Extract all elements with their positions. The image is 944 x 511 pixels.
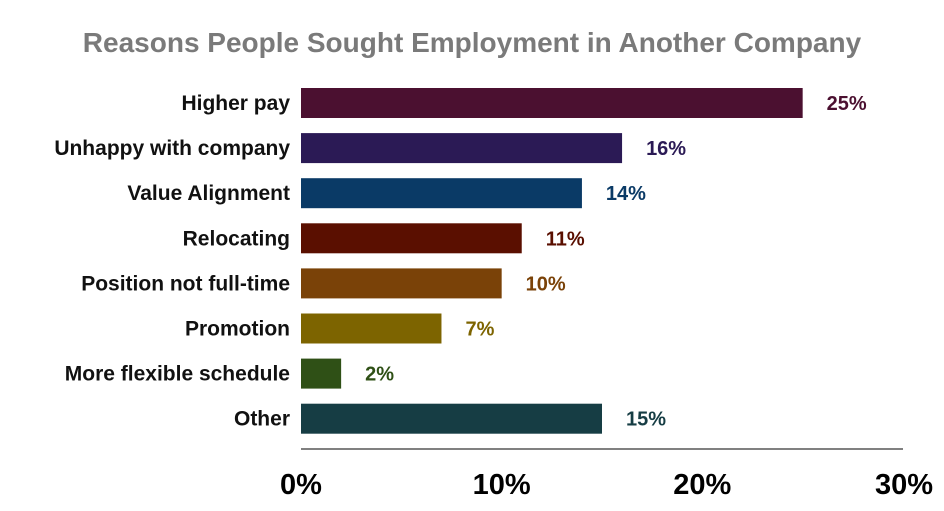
value-label-7: 15%: [626, 409, 666, 431]
bar-2: [301, 178, 582, 209]
x-tick-labels-group: 0% 10% 20% 30%: [280, 469, 933, 501]
value-label-3: 11%: [546, 228, 585, 250]
category-label-0: Higher pay: [181, 92, 290, 115]
x-tick-label-2: 20%: [673, 469, 731, 501]
category-label-2: Value Alignment: [127, 182, 290, 205]
value-label-4: 10%: [526, 273, 566, 295]
bar-6: [301, 358, 342, 389]
value-label-6: 2%: [365, 364, 394, 386]
chart-title: Reasons People Sought Employment in Anot…: [83, 27, 862, 58]
category-label-1: Unhappy with company: [54, 137, 290, 160]
category-label-3: Relocating: [183, 227, 290, 250]
category-label-5: Promotion: [185, 318, 290, 341]
bar-0: [301, 88, 803, 118]
value-label-5: 7%: [465, 319, 494, 341]
bars-group: [301, 88, 803, 434]
x-tick-label-1: 10%: [473, 469, 531, 501]
category-labels-group: Higher pay Unhappy with company Value Alig…: [54, 92, 290, 431]
category-label-4: Position not full-time: [81, 272, 290, 295]
value-label-1: 16%: [646, 138, 686, 160]
bar-5: [301, 313, 442, 344]
x-tick-label-3: 30%: [875, 469, 933, 501]
bar-3: [301, 223, 522, 254]
value-label-0: 25%: [827, 93, 867, 115]
bar-1: [301, 133, 623, 164]
category-label-6: More flexible schedule: [65, 363, 290, 386]
bar-4: [301, 268, 502, 299]
category-label-7: Other: [234, 408, 290, 431]
bar-7: [301, 403, 602, 434]
value-label-2: 14%: [606, 183, 646, 205]
x-tick-label-0: 0%: [280, 469, 322, 501]
value-labels-group: 25% 16% 14% 11% 10% 7% 2% 15%: [365, 93, 867, 431]
